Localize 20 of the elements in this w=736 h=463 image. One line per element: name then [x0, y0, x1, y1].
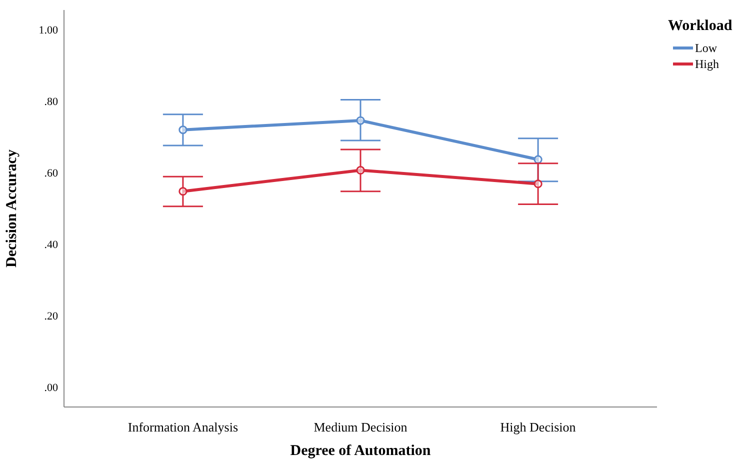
legend-label: High [695, 57, 719, 72]
y-tick-label: .00 [44, 382, 58, 394]
x-tick-label: High Decision [500, 420, 576, 435]
y-tick-label: .80 [44, 96, 58, 108]
x-tick-label: Information Analysis [128, 420, 238, 435]
y-axis-title: Decision Accuracy [4, 149, 20, 268]
point [178, 126, 188, 134]
legend-label: Low [695, 41, 718, 56]
y-tick-label: 1.00 [38, 24, 58, 37]
point [534, 180, 542, 188]
x-axis-title: Degree of Automation [290, 443, 432, 459]
y-tick-label: .20 [44, 310, 58, 323]
y-tick-label: .60 [44, 168, 58, 180]
point [356, 166, 365, 175]
point [178, 187, 188, 196]
y-tick-label: .40 [44, 239, 58, 252]
legend-title: Workload [668, 18, 733, 34]
point [534, 155, 542, 164]
point [356, 116, 365, 125]
x-tick-label: Medium Decision [314, 420, 408, 435]
